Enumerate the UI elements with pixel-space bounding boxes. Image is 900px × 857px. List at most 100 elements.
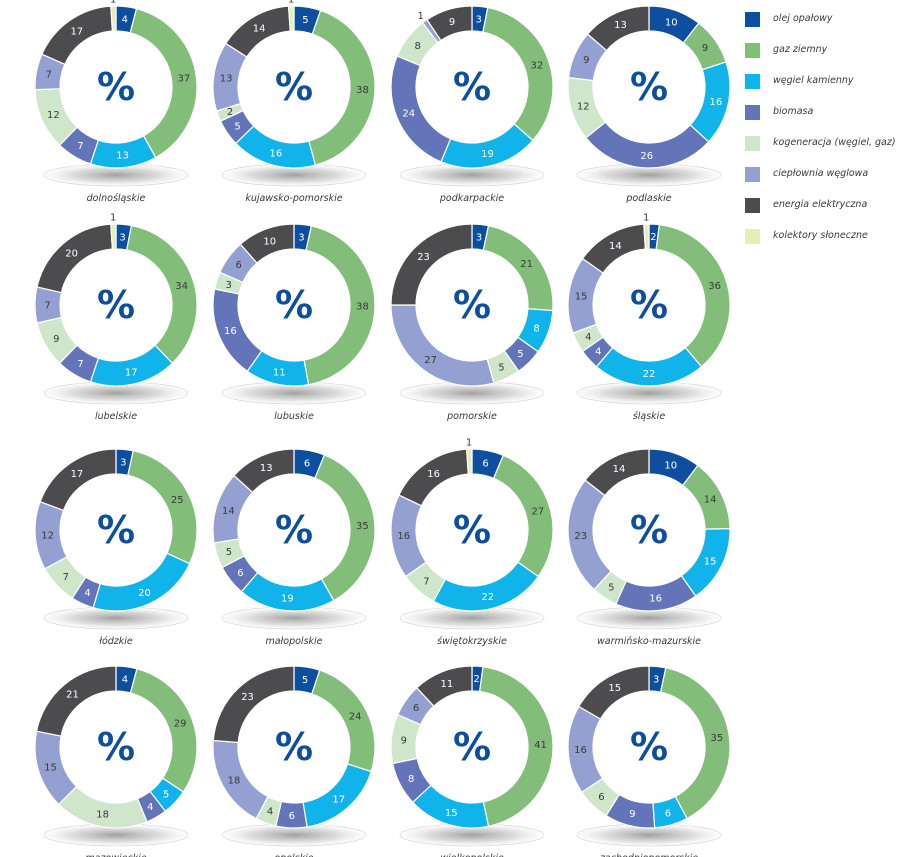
- donut-chart-opolskie: 5 24 17 6 4 18 23% opolskie: [212, 665, 376, 857]
- value-label: 35: [710, 733, 723, 744]
- value-label: 4: [147, 802, 153, 813]
- donut-chart-lubelskie: 3 34 17 7 9 7 20 1% lubelskie: [34, 213, 198, 422]
- slice-kolektory-sloneczne: [287, 5, 295, 32]
- slice-kolektory-sloneczne: [643, 223, 650, 250]
- legend-item-olej-opalowy: olej opałowy: [745, 8, 895, 39]
- value-label: 5: [302, 15, 308, 26]
- value-label: 4: [122, 15, 128, 26]
- slice-gaz-ziemny: [308, 9, 376, 166]
- legend-label: olej opałowy: [773, 13, 833, 24]
- value-label: 7: [77, 359, 83, 370]
- value-label: 17: [70, 26, 83, 37]
- value-label: 36: [708, 281, 721, 292]
- value-label: 5: [163, 789, 169, 800]
- value-label: 6: [289, 811, 295, 822]
- value-label: 16: [649, 594, 662, 605]
- slice-energia-elektryczna: [39, 448, 117, 512]
- value-label: 17: [71, 469, 84, 480]
- region-label: podkarpackie: [439, 193, 504, 204]
- value-label: 7: [423, 577, 429, 588]
- value-label: 18: [96, 810, 109, 821]
- value-label: 14: [609, 241, 622, 252]
- value-label: 9: [449, 17, 455, 28]
- legend-swatch: [745, 12, 760, 27]
- region-label: wielkopolskie: [440, 853, 504, 857]
- value-label: 5: [608, 583, 614, 594]
- slice-gaz-ziemny: [482, 6, 554, 142]
- donut-chart-slaskie: 2 36 22 44 15 14 1% śląskie: [567, 213, 731, 422]
- slice-gaz-ziemny: [482, 224, 554, 312]
- value-label: 15: [445, 808, 458, 819]
- value-label: 3: [226, 280, 232, 291]
- value-label: 2: [473, 674, 479, 685]
- value-label: 38: [356, 302, 369, 313]
- region-label: lubelskie: [95, 411, 137, 422]
- donut-chart-wielkopolskie: 2 41 15 8 9 6 11% wielkopolskie: [390, 665, 554, 857]
- value-label: 32: [530, 60, 543, 71]
- legend-swatch: [745, 198, 760, 213]
- value-label: 27: [424, 355, 437, 366]
- value-label: 1: [466, 438, 472, 449]
- value-label: 6: [413, 703, 419, 714]
- value-label: 1: [110, 0, 116, 6]
- slice-energia-elektryczna: [578, 665, 650, 720]
- legend-item-cieplownia-weglowa: ciepłownia węglowa: [745, 163, 895, 194]
- value-label: 4: [585, 332, 591, 343]
- percent-symbol: %: [453, 725, 491, 769]
- region-label: kujawsko-pomorskie: [245, 193, 342, 204]
- slice-energia-elektryczna: [426, 5, 473, 42]
- value-label: 15: [608, 683, 621, 694]
- value-label: 12: [577, 102, 590, 113]
- percent-symbol: %: [275, 508, 313, 552]
- donut-chart-lodzkie: 3 25 20 4 7 12 17% łódzkie: [34, 448, 198, 647]
- legend-label: węgiel kamienny: [773, 75, 854, 86]
- value-label: 4: [122, 675, 128, 686]
- slice-wegiel-kamienny: [440, 123, 534, 169]
- donut-chart-warminsko-mazurskie: 10 14 15 16 5 23 14% warmińsko-mazurskie: [567, 448, 731, 647]
- slice-gaz-ziemny: [311, 669, 376, 773]
- value-label: 22: [481, 592, 494, 603]
- donut-chart-dolnoslaskie: 4 37 13 7 12 7 17 1% dolnośląskie: [34, 0, 198, 204]
- region-label: opolskie: [274, 853, 313, 857]
- value-label: 21: [520, 259, 533, 270]
- region-label: małopolskie: [265, 636, 322, 647]
- value-label: 14: [704, 495, 717, 506]
- slice-energia-elektryczna: [390, 223, 473, 306]
- value-label: 23: [574, 531, 587, 542]
- value-label: 4: [267, 807, 273, 818]
- legend-item-gaz-ziemny: gaz ziemny: [745, 39, 895, 70]
- value-label: 16: [427, 469, 440, 480]
- legend-label: kolektory słoneczne: [773, 230, 868, 241]
- slice-gaz-ziemny: [303, 225, 376, 386]
- value-label: 7: [46, 69, 52, 80]
- value-label: 9: [583, 55, 589, 66]
- value-label: 16: [270, 149, 283, 160]
- region-label: warmińsko-mazurskie: [597, 636, 701, 647]
- value-label: 15: [704, 557, 717, 568]
- legend: olej opałowy gaz ziemny węgiel kamienny …: [745, 8, 896, 256]
- value-label: 6: [598, 792, 604, 803]
- value-label: 19: [481, 149, 494, 160]
- value-label: 27: [531, 507, 544, 518]
- legend-swatch: [745, 43, 760, 58]
- region-label: podlaskie: [625, 193, 671, 204]
- slice-kolektory-sloneczne: [110, 5, 117, 32]
- value-label: 24: [402, 109, 415, 120]
- percent-symbol: %: [453, 283, 491, 327]
- value-label: 3: [120, 457, 126, 468]
- slice-wegiel-kamienny: [432, 561, 540, 612]
- donut-chart-podlaskie: 10 9 16 26 12 9 13% podlaskie: [567, 5, 731, 204]
- value-label: 15: [575, 292, 588, 303]
- legend-swatch: [745, 105, 760, 120]
- legend-swatch: [745, 136, 760, 151]
- region-label: mazowieckie: [85, 853, 146, 857]
- value-label: 34: [175, 281, 188, 292]
- value-label: 14: [613, 464, 626, 475]
- value-label: 3: [119, 232, 125, 243]
- value-label: 13: [614, 20, 627, 31]
- legend-swatch: [745, 167, 760, 182]
- slice-wegiel-kamienny: [240, 571, 335, 612]
- percent-symbol: %: [630, 65, 668, 109]
- region-label: świętokrzyskie: [437, 636, 507, 647]
